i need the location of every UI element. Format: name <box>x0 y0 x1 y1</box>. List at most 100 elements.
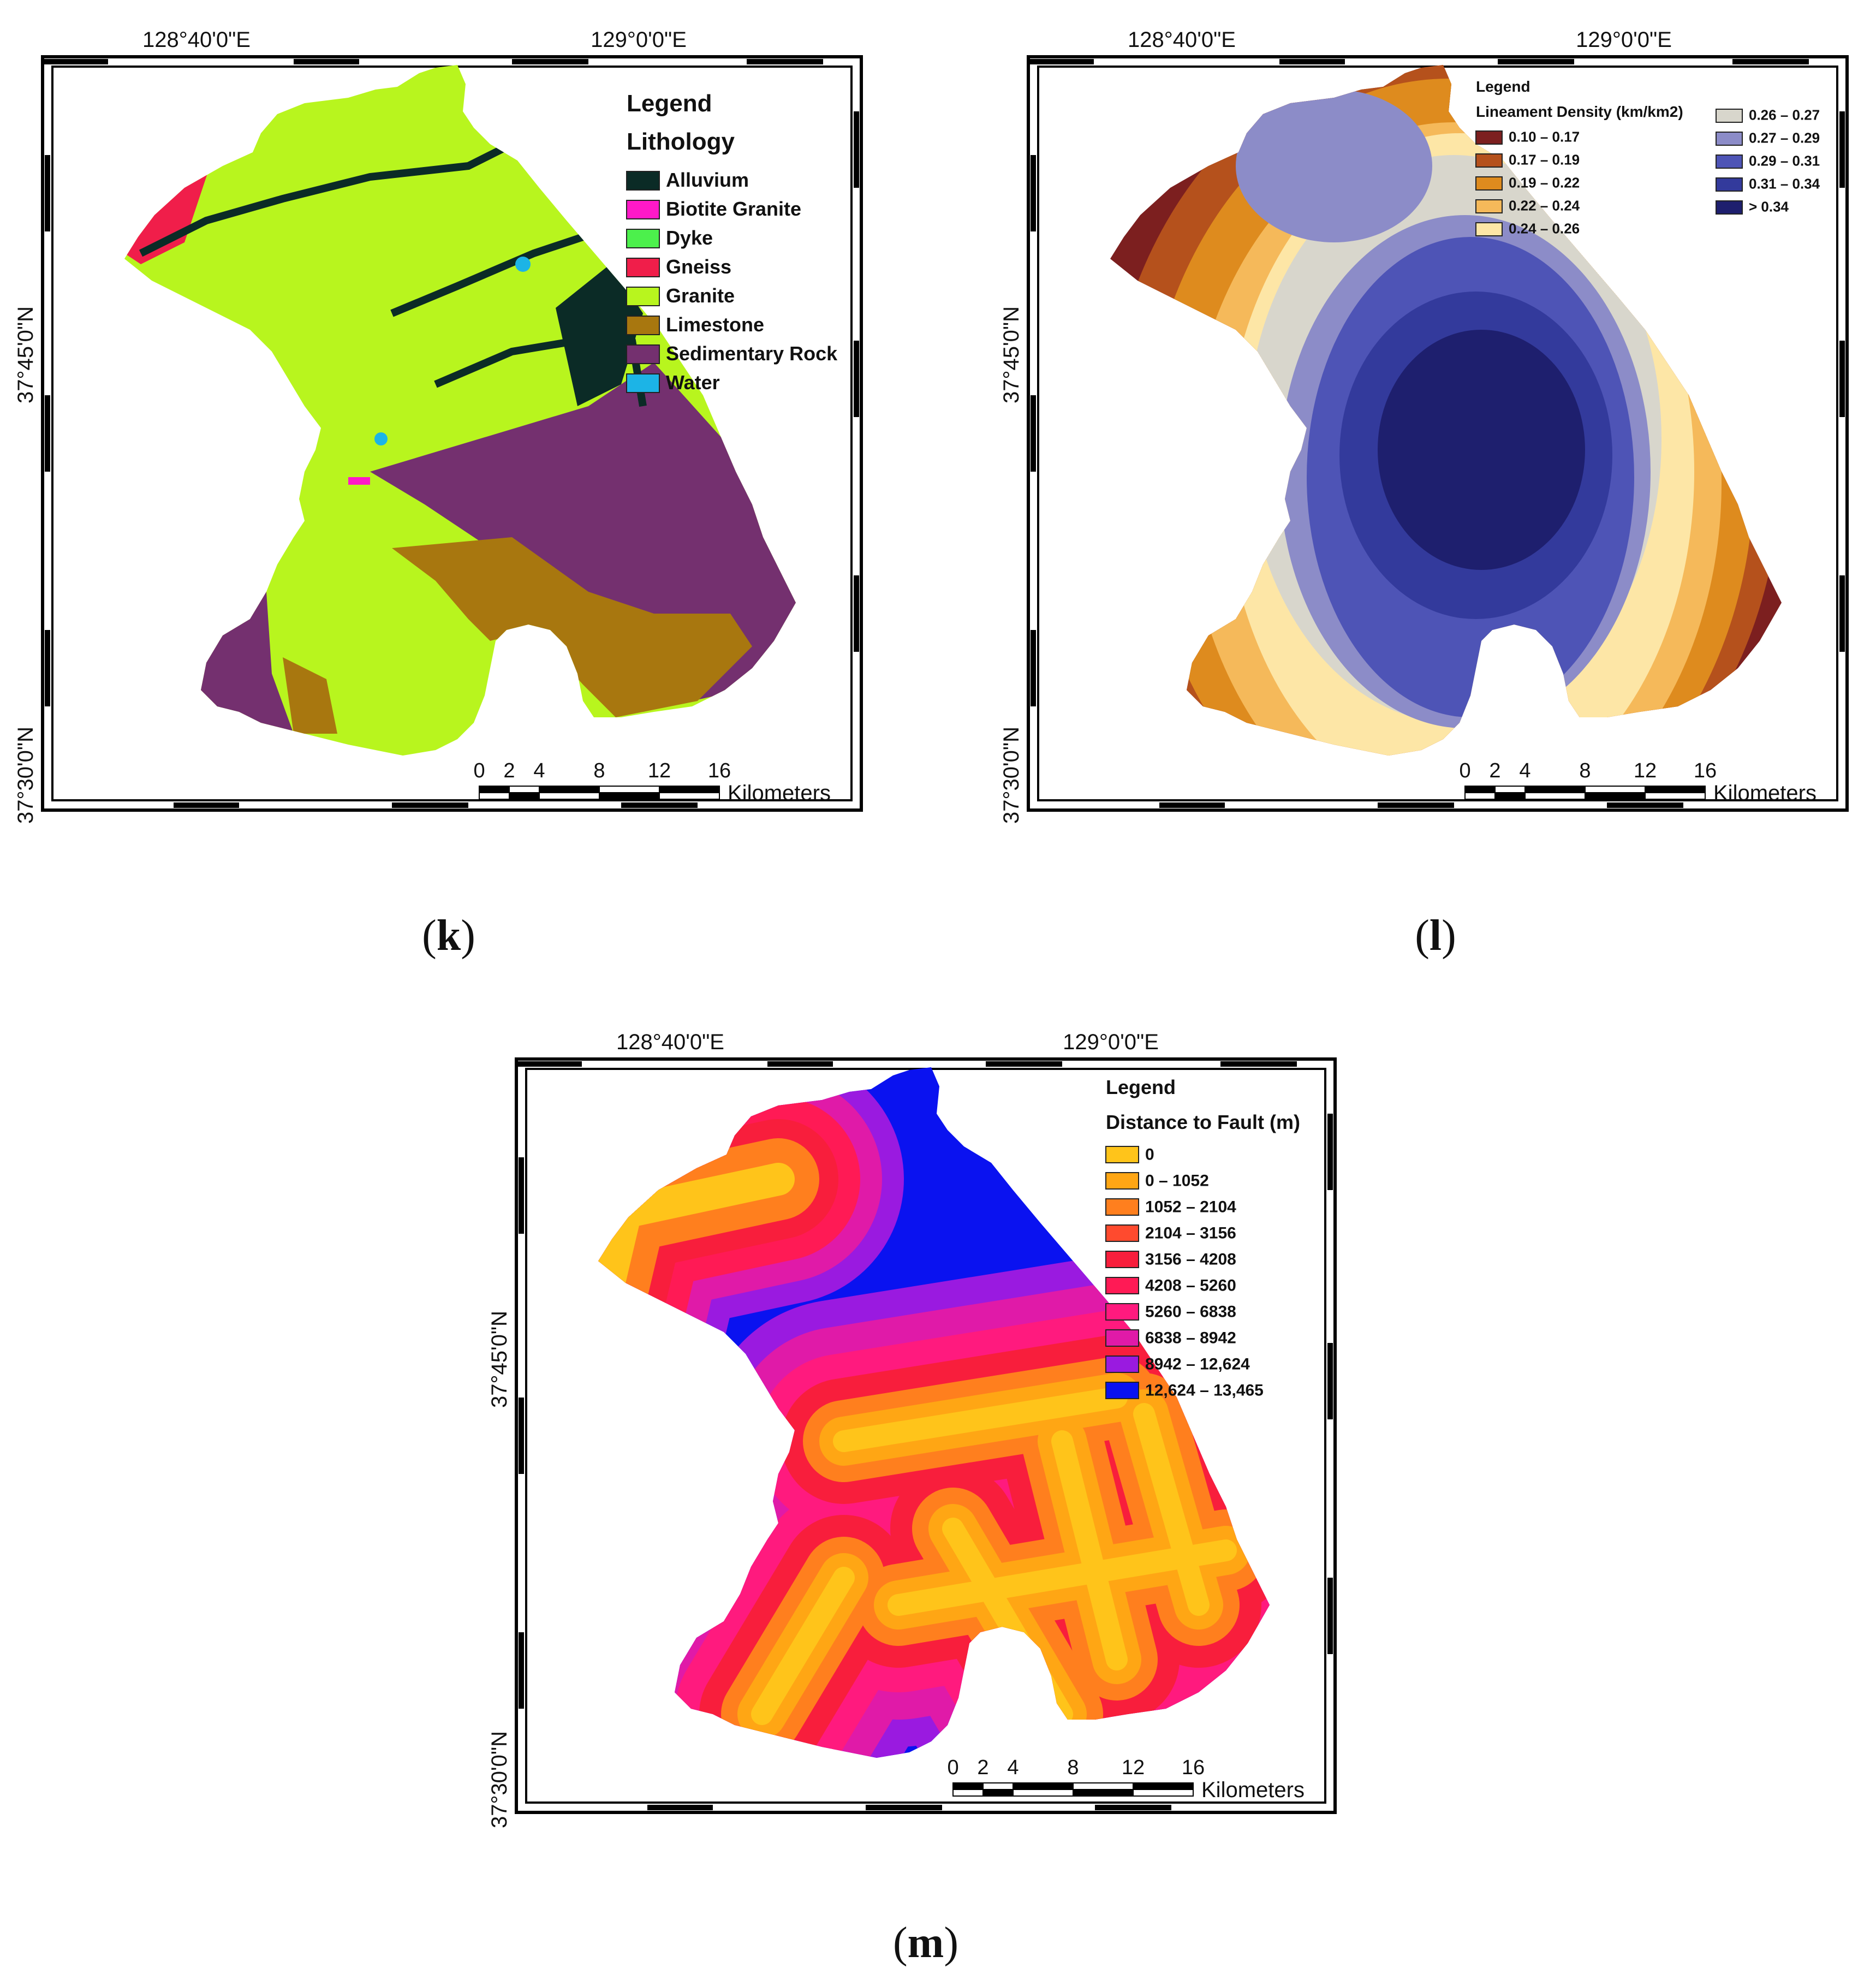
legend-swatch <box>626 287 660 306</box>
legend-swatch <box>1105 1146 1139 1163</box>
scale-tick-label: 12 <box>648 759 671 782</box>
map-legend: Legend Lithology Alluvium Biotite Granite… <box>626 90 838 394</box>
legend-label: Biotite Granite <box>666 198 801 220</box>
scale-segment <box>599 786 660 793</box>
scale-bar-segments <box>1464 786 1706 800</box>
legend-title: Legend <box>1106 1076 1176 1098</box>
scale-unit-label: Kilometers <box>1201 1778 1305 1802</box>
scale-segment <box>1073 1789 1134 1797</box>
scale-tick-labels: 0 2 4 8 12 16 <box>1459 759 1717 782</box>
scale-segment <box>1524 786 1586 793</box>
alluvium-zone <box>556 264 643 406</box>
scale-bar-segments <box>479 786 720 800</box>
legend-label: 0.17 – 0.19 <box>1509 152 1580 168</box>
legend-items: 0.10 – 0.17 0.17 – 0.19 0.19 – 0.22 0.22 – … <box>1475 107 1820 237</box>
longitude-label-west: 128°40'0"E <box>142 28 251 52</box>
legend-swatch <box>1105 1355 1139 1373</box>
legend-label: 1052 – 2104 <box>1145 1198 1236 1216</box>
map-legend: Legend Distance to Fault (m) 0 0 – 1052 10… <box>1105 1076 1300 1400</box>
scale-tick-label: 4 <box>1007 1756 1019 1779</box>
scale-tick-label: 8 <box>1579 759 1591 782</box>
legend-swatch <box>1105 1277 1139 1294</box>
legend-swatch <box>1105 1382 1139 1399</box>
scale-segment <box>539 786 600 793</box>
legend-label: 0.26 – 0.27 <box>1749 107 1820 123</box>
legend-label: 0 – 1052 <box>1145 1172 1209 1190</box>
scale-tick-label: 2 <box>503 759 515 782</box>
legend-swatch <box>626 344 660 364</box>
legend-label: 12,624 – 13,465 <box>1145 1382 1264 1400</box>
legend-label: Sedimentary Rock <box>666 342 838 365</box>
legend-swatch <box>626 316 660 335</box>
scale-segment <box>599 792 660 800</box>
latitude-label-south: 37°30'0"N <box>487 1731 511 1828</box>
legend-label: Limestone <box>666 313 764 336</box>
scale-segment <box>659 792 720 800</box>
legend-swatch <box>1475 176 1503 191</box>
scale-segment <box>982 1782 1014 1790</box>
legend-swatch <box>1716 154 1743 169</box>
scale-segment <box>509 792 540 800</box>
scale-tick-labels: 0 2 4 8 12 16 <box>947 1756 1205 1779</box>
scale-segment <box>479 786 510 793</box>
scale-tick-label: 16 <box>1182 1756 1205 1779</box>
legend-label: 4208 – 5260 <box>1145 1277 1236 1295</box>
scale-segment <box>952 1789 984 1797</box>
legend-label: 6838 – 8942 <box>1145 1329 1236 1347</box>
scale-tick-label: 8 <box>593 759 605 782</box>
legend-subtitle: Lineament Density (km/km2) <box>1476 103 1683 120</box>
southern-fault-buffers <box>620 1256 1270 1758</box>
scale-tick-label: 16 <box>1694 759 1717 782</box>
legend-title: Legend <box>1476 78 1530 95</box>
scale-segment <box>509 786 540 793</box>
scale-tick-label: 12 <box>1122 1756 1145 1779</box>
scale-unit-label: Kilometers <box>1713 781 1817 805</box>
legend-items: Alluvium Biotite Granite Dyke Gneiss Granite… <box>626 169 838 394</box>
scale-segment <box>1013 1782 1074 1790</box>
legend-swatch <box>626 200 660 219</box>
panel-caption-k: (k) <box>422 912 475 960</box>
legend-label: Alluvium <box>666 169 749 191</box>
biotite-granite-zone <box>348 477 370 485</box>
scale-segment <box>479 792 510 800</box>
legend-label: > 0.34 <box>1749 199 1789 215</box>
alluvium-channels <box>139 140 647 407</box>
longitude-label-east: 129°0'0"E <box>1576 28 1672 52</box>
legend-swatch <box>1105 1172 1139 1190</box>
legend-label: 0.24 – 0.26 <box>1509 221 1580 237</box>
legend-label: 5260 – 6838 <box>1145 1303 1236 1321</box>
legend-label: 0.27 – 0.29 <box>1749 130 1820 146</box>
longitude-label-east: 129°0'0"E <box>591 28 687 52</box>
longitude-label-west: 128°40'0"E <box>616 1030 724 1054</box>
latitude-label-north: 37°45'0"N <box>14 306 38 403</box>
legend-label: 0 <box>1145 1146 1154 1164</box>
scale-bar: 0 2 4 8 12 16 Kilometers <box>473 759 831 805</box>
scale-segment <box>952 1782 984 1790</box>
legend-label: 0.10 – 0.17 <box>1509 129 1580 145</box>
scale-segment <box>1585 792 1646 800</box>
scale-segment <box>1133 1782 1194 1790</box>
map-legend: Legend Lineament Density (km/km2) 0.10 –… <box>1475 78 1820 237</box>
legend-title: Legend <box>627 90 712 117</box>
map-panel-l: Legend Lineament Density (km/km2) 0.10 –… <box>1028 46 1847 876</box>
scale-segment <box>982 1789 1014 1797</box>
scale-bar: 0 2 4 8 12 16 Kilometers <box>947 1756 1305 1802</box>
legend-subtitle: Lithology <box>627 128 735 155</box>
legend-swatch <box>1105 1303 1139 1321</box>
panel-caption-m: (m) <box>893 1919 958 1967</box>
longitude-label-east: 129°0'0"E <box>1063 1030 1159 1054</box>
limestone-zone <box>392 537 752 717</box>
scale-segment <box>1073 1782 1134 1790</box>
legend-label: Dyke <box>666 227 713 249</box>
legend-swatch <box>626 258 660 277</box>
scale-segment <box>1133 1789 1194 1797</box>
latitude-label-south: 37°30'0"N <box>999 727 1023 824</box>
scale-tick-label: 2 <box>1489 759 1500 782</box>
panel-caption-l: (l) <box>1415 912 1456 960</box>
legend-swatch <box>1105 1224 1139 1242</box>
scale-tick-label: 0 <box>473 759 485 782</box>
limestone-zone-south <box>283 657 337 734</box>
legend-label: Water <box>666 371 720 394</box>
scale-segment <box>1464 786 1496 793</box>
